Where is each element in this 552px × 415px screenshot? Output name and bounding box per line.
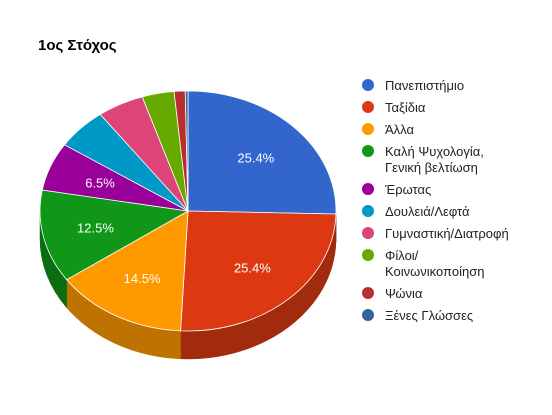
pie-slice[interactable] xyxy=(66,210,189,332)
legend-item[interactable]: Φίλοι/Κοινωνικοποίηση xyxy=(362,248,484,279)
legend-swatch xyxy=(362,123,374,135)
pie-slice[interactable] xyxy=(187,90,337,215)
pie-top-group: 25.4% 25.4% 14.5% 12.5% 6.5% xyxy=(39,90,337,332)
legend-label: Γενική βελτίωση xyxy=(385,160,478,175)
legend-label: Καλή Ψυχολογία, xyxy=(385,144,484,159)
legend-item[interactable]: Ξένες Γλώσσες xyxy=(362,308,473,323)
pie-slice[interactable] xyxy=(180,210,337,332)
legend-label: Ταξίδια xyxy=(385,100,426,115)
legend: Πανεπιστήμιο Ταξίδια Άλλα Καλή Ψυχολογία,Γε… xyxy=(362,78,509,323)
legend-swatch xyxy=(362,145,374,157)
slice-percent-label: 6.5% xyxy=(85,176,115,191)
legend-item[interactable]: Δουλειά/Λεφτά xyxy=(362,204,470,219)
legend-label: Γυμναστική/Διατροφή xyxy=(385,226,509,241)
legend-label: Ψώνια xyxy=(385,286,423,301)
legend-item[interactable]: Γυμναστική/Διατροφή xyxy=(362,226,509,241)
legend-label: Δουλειά/Λεφτά xyxy=(385,204,470,219)
legend-item[interactable]: Ψώνια xyxy=(362,286,423,301)
pie-slice[interactable] xyxy=(39,189,190,281)
slice-percent-label: 14.5% xyxy=(124,271,161,286)
legend-item[interactable]: Έρωτας xyxy=(362,182,431,197)
legend-label: Ξένες Γλώσσες xyxy=(385,308,473,323)
legend-label: Κοινωνικοποίηση xyxy=(385,264,484,279)
legend-swatch xyxy=(362,249,374,261)
legend-item[interactable]: Καλή Ψυχολογία,Γενική βελτίωση xyxy=(362,144,484,175)
legend-swatch xyxy=(362,205,374,217)
legend-label: Έρωτας xyxy=(384,182,431,197)
legend-label: Πανεπιστήμιο xyxy=(385,78,464,93)
legend-swatch xyxy=(362,79,374,91)
legend-item[interactable]: Πανεπιστήμιο xyxy=(362,78,464,93)
legend-swatch xyxy=(362,309,374,321)
legend-swatch xyxy=(362,287,374,299)
slice-percent-label: 12.5% xyxy=(77,221,114,236)
legend-label: Φίλοι/ xyxy=(385,248,419,263)
legend-swatch xyxy=(362,183,374,195)
slice-percent-label: 25.4% xyxy=(234,260,271,275)
chart-title: 1ος Στόχος xyxy=(38,37,117,54)
legend-item[interactable]: Ταξίδια xyxy=(362,100,426,115)
legend-swatch xyxy=(362,227,374,239)
legend-item[interactable]: Άλλα xyxy=(362,122,414,137)
legend-swatch xyxy=(362,101,374,113)
slice-percent-label: 25.4% xyxy=(237,150,274,165)
legend-label: Άλλα xyxy=(385,122,414,137)
pie-slice[interactable] xyxy=(184,90,189,212)
